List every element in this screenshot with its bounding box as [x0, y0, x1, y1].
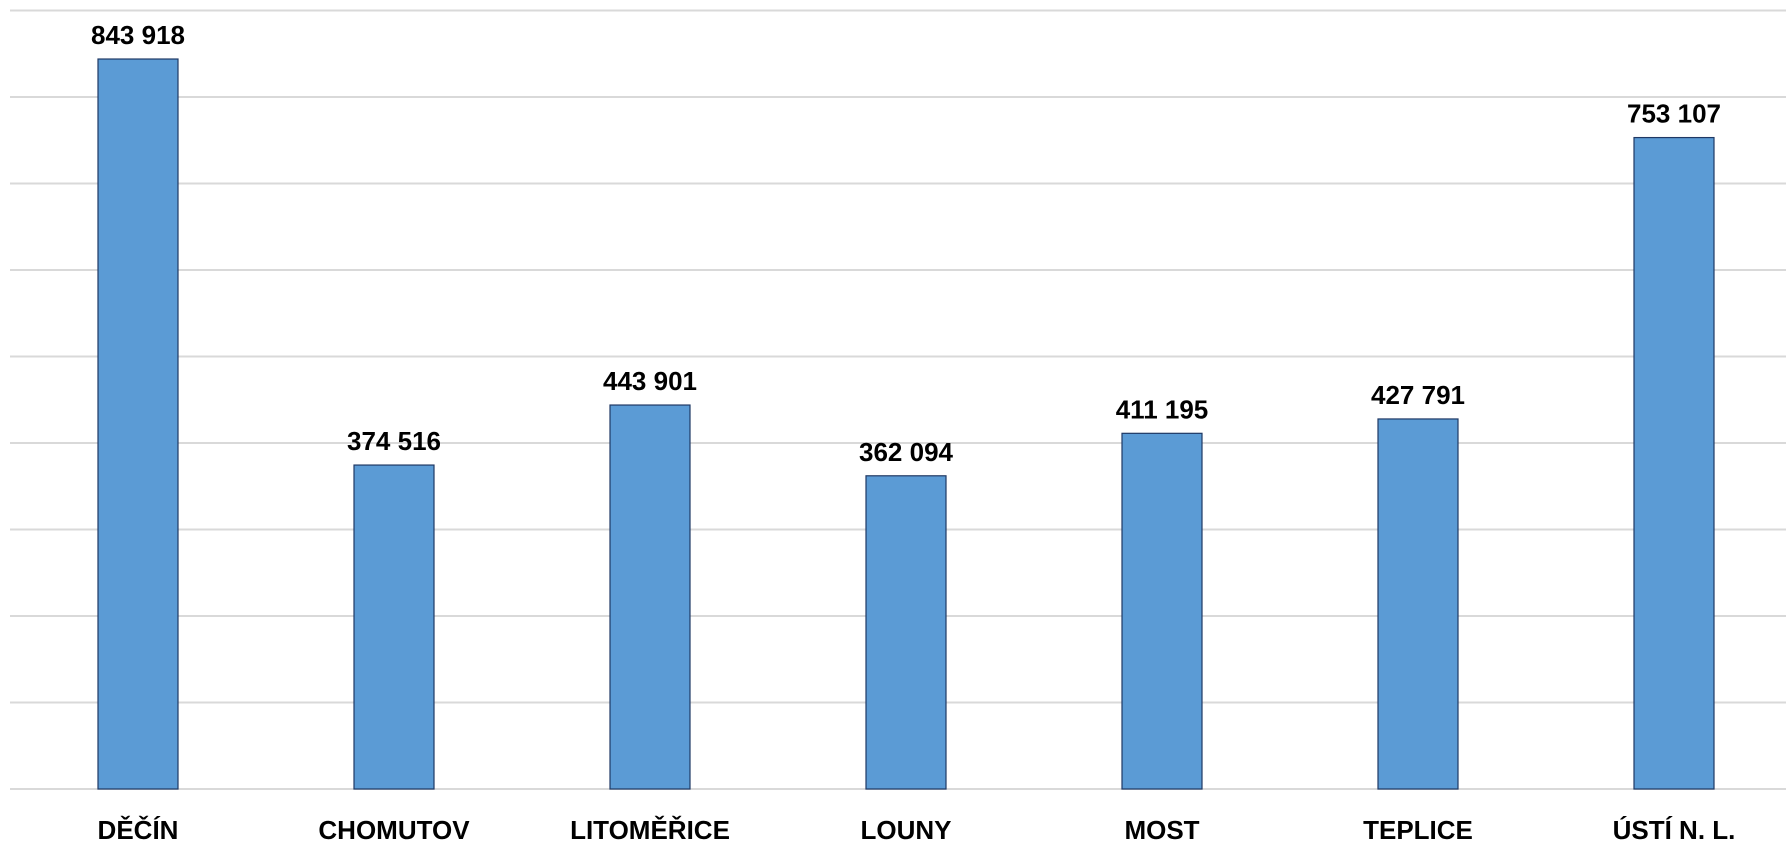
- bar: [1377, 418, 1459, 790]
- data-label: 843 918: [91, 20, 185, 50]
- category-label: DĚČÍN: [98, 815, 179, 845]
- category-label: CHOMUTOV: [318, 815, 470, 845]
- category-label: ÚSTÍ N. L.: [1613, 815, 1736, 845]
- category-labels: DĚČÍN CHOMUTOV LITOMĚŘICE LOUNY MOST TEPLICE Ú…: [98, 815, 1736, 845]
- bar: [1633, 136, 1715, 790]
- data-label: 427 791: [1371, 380, 1465, 410]
- category-label: MOST: [1124, 815, 1199, 845]
- category-label: LITOMĚŘICE: [570, 815, 730, 845]
- data-label: 374 516: [347, 426, 441, 456]
- data-label: 443 901: [603, 366, 697, 396]
- bar: [609, 404, 691, 790]
- data-labels: 843 918 374 516 443 901 362 094 411 195 427 7…: [91, 20, 1721, 467]
- bar: [865, 475, 947, 790]
- gridlines: [10, 9, 1786, 790]
- data-label: 362 094: [859, 437, 954, 467]
- bar: [353, 464, 435, 790]
- bar: [1121, 432, 1203, 790]
- data-label: 411 195: [1116, 394, 1209, 424]
- bar: [97, 58, 179, 790]
- data-label: 753 107: [1627, 99, 1721, 129]
- category-label: LOUNY: [861, 815, 952, 845]
- category-label: TEPLICE: [1363, 815, 1473, 845]
- bars: [97, 58, 1715, 790]
